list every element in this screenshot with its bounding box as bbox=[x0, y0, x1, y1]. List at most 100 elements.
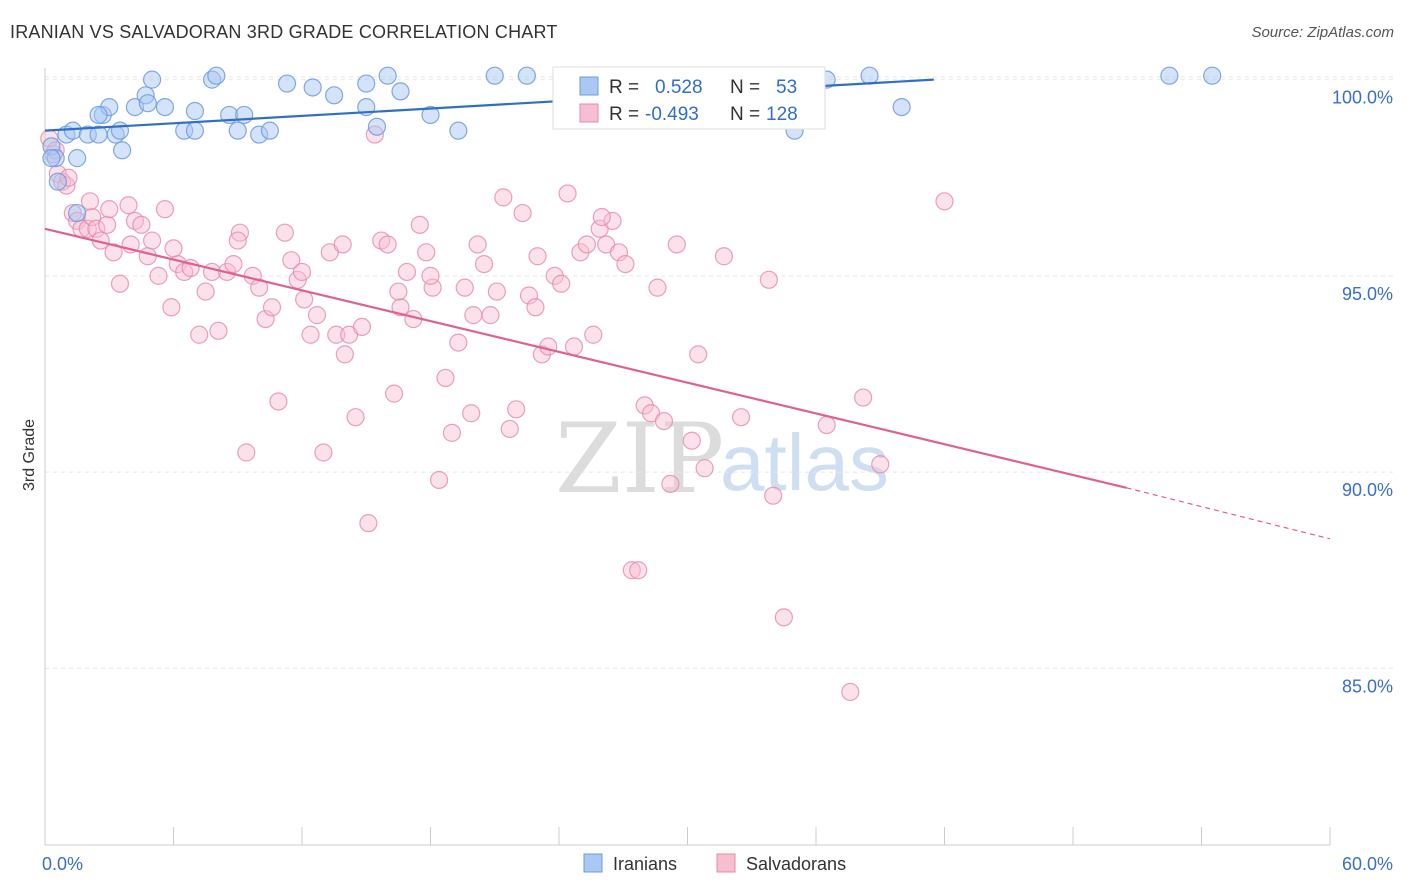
iranian-point bbox=[357, 74, 376, 93]
iranian-point bbox=[1160, 66, 1179, 85]
salvadoran-point bbox=[162, 298, 181, 317]
salvadoran-point bbox=[841, 682, 860, 702]
salvadoran-point bbox=[301, 325, 320, 344]
x-tick-label: 0.0% bbox=[42, 854, 83, 874]
iranian-point bbox=[367, 117, 387, 136]
salvadoran-point bbox=[142, 231, 162, 250]
salvadoran-point bbox=[333, 235, 352, 254]
salvadoran-point bbox=[464, 306, 483, 325]
salvadoran-point bbox=[314, 443, 333, 462]
salvadoran-point bbox=[759, 270, 778, 289]
iranian-point bbox=[48, 172, 67, 191]
y-axis-label: 3rd Grade bbox=[21, 419, 38, 491]
salvadoran-point bbox=[526, 298, 545, 317]
salvadoran-point bbox=[564, 337, 584, 356]
iranian-point bbox=[235, 105, 254, 125]
legend-n-label-iranians: N = bbox=[730, 77, 760, 98]
salvadoran-point bbox=[474, 255, 494, 274]
salvadoran-point bbox=[292, 262, 312, 282]
salvadoran-point bbox=[397, 262, 417, 282]
salvadoran-point bbox=[592, 207, 611, 227]
salvadoran-point bbox=[224, 255, 243, 274]
salvadoran-point bbox=[138, 247, 157, 266]
salvadoran-point bbox=[689, 345, 708, 364]
salvadoran-point bbox=[410, 215, 429, 234]
salvadoran-point bbox=[654, 412, 674, 431]
salvadoran-point bbox=[552, 274, 571, 293]
salvadoran-point bbox=[616, 255, 635, 274]
salvadoran-point bbox=[609, 243, 629, 262]
bottom-legend-swatch-salvadorans bbox=[716, 853, 736, 873]
chart-title: IRANIAN VS SALVADORAN 3RD GRADE CORRELAT… bbox=[10, 22, 558, 42]
salvadoran-point bbox=[262, 298, 282, 317]
iranian-point bbox=[138, 94, 157, 113]
legend-n-label-salvadorans: N = bbox=[730, 104, 760, 125]
iranian-point bbox=[228, 121, 247, 140]
salvadoran-point bbox=[500, 419, 519, 439]
salvadoran-point bbox=[359, 514, 378, 533]
salvadoran-point bbox=[429, 470, 449, 490]
salvadoran-point bbox=[528, 247, 547, 266]
y-tick-label: 100.0% bbox=[1332, 88, 1393, 108]
salvadoran-point bbox=[436, 368, 455, 388]
salvadoran-point bbox=[455, 278, 474, 297]
y-tick-label: 85.0% bbox=[1342, 676, 1393, 696]
iranian-point bbox=[110, 121, 130, 140]
iranian-point bbox=[421, 105, 440, 125]
salvadoran-point bbox=[481, 306, 500, 325]
bottom-legend-label-salvadorans: Salvadorans bbox=[746, 854, 846, 874]
salvadoran-point bbox=[519, 286, 539, 305]
gridlines bbox=[45, 76, 1395, 669]
salvadoran-point bbox=[384, 384, 404, 403]
salvadoran-point bbox=[389, 282, 408, 301]
salvadoran-point bbox=[209, 321, 228, 340]
legend-n-value-iranians: 53 bbox=[776, 77, 797, 98]
salvadoran-point bbox=[275, 223, 294, 242]
salvadoran-point bbox=[110, 274, 130, 293]
salvadorans-trend-extension bbox=[1126, 487, 1331, 540]
salvadoran-point bbox=[282, 251, 301, 270]
legend-n-value-salvadorans: 128 bbox=[766, 104, 798, 125]
iranian-point bbox=[42, 149, 61, 168]
salvadoran-point bbox=[391, 298, 410, 317]
salvadoran-point bbox=[764, 486, 783, 505]
legend-r-label-iranians: R = bbox=[609, 77, 639, 98]
bottom-legend-swatch-iranians bbox=[583, 853, 603, 873]
bottom-legend-label-iranians: Iranians bbox=[613, 854, 677, 874]
salvadoran-point bbox=[295, 290, 314, 309]
salvadoran-point bbox=[100, 200, 119, 219]
source-label: Source: ZipAtlas.com bbox=[1251, 24, 1394, 41]
series-legend: Iranians Salvadorans bbox=[583, 853, 846, 874]
legend-swatch-iranians bbox=[579, 76, 599, 96]
salvadoran-point bbox=[494, 188, 513, 207]
salvadoran-point bbox=[442, 423, 462, 442]
legend-r-value-salvadorans: -0.493 bbox=[645, 104, 699, 125]
salvadoran-point bbox=[507, 400, 526, 419]
salvadoran-point bbox=[104, 243, 123, 262]
legend-r-value-iranians: 0.528 bbox=[655, 77, 703, 98]
salvadoran-point bbox=[87, 219, 106, 238]
salvadoran-point bbox=[119, 196, 138, 215]
salvadoran-point bbox=[695, 459, 714, 478]
iranian-point bbox=[277, 74, 297, 93]
salvadoran-point bbox=[228, 231, 247, 250]
iranian-point bbox=[63, 121, 82, 140]
iranian-point bbox=[260, 121, 279, 140]
salvadoran-point bbox=[462, 404, 481, 423]
salvadoran-point bbox=[237, 443, 256, 462]
salvadoran-point bbox=[307, 306, 327, 325]
tick-labels: 100.0% 95.0% 90.0% 85.0% 0.0% 60.0% bbox=[42, 88, 1393, 874]
iranian-point bbox=[485, 66, 504, 85]
salvadoran-point bbox=[935, 192, 954, 211]
iranian-point bbox=[860, 66, 879, 85]
salvadoran-point bbox=[149, 266, 168, 285]
salvadoran-point bbox=[132, 215, 151, 234]
salvadoran-point bbox=[196, 282, 215, 301]
salvadoran-point bbox=[164, 239, 183, 258]
x-tick-label: 60.0% bbox=[1342, 854, 1393, 874]
iranian-point bbox=[378, 66, 397, 85]
watermark-zip: ZIP bbox=[555, 403, 724, 515]
iranian-point bbox=[325, 86, 344, 105]
iranian-point bbox=[89, 105, 108, 125]
